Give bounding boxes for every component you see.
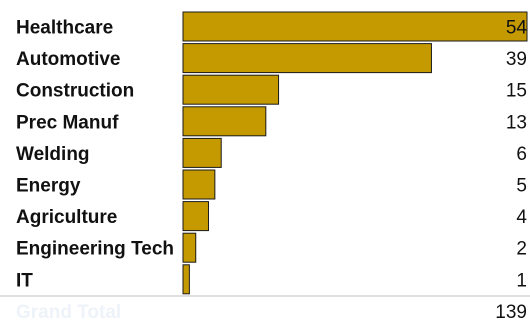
bar-it bbox=[182, 264, 190, 295]
value-label: 13 bbox=[506, 112, 527, 133]
category-label: Agriculture bbox=[16, 207, 117, 228]
category-label: Construction bbox=[16, 81, 134, 102]
value-label: 2 bbox=[516, 239, 527, 260]
value-label: 5 bbox=[516, 176, 527, 197]
bar-prec-manuf bbox=[182, 106, 267, 137]
category-label: Energy bbox=[16, 176, 81, 197]
value-label: 4 bbox=[516, 207, 527, 228]
category-label: IT bbox=[16, 270, 33, 291]
value-label: 54 bbox=[506, 18, 528, 39]
category-labels: Healthcare Automotive Construction Prec Man… bbox=[16, 18, 174, 292]
bar-energy bbox=[182, 169, 216, 200]
category-label: Automotive bbox=[16, 49, 121, 70]
value-label: 15 bbox=[506, 81, 527, 102]
bars-group bbox=[182, 11, 528, 295]
value-label: 6 bbox=[516, 144, 527, 165]
bar-construction bbox=[182, 74, 280, 105]
bar-engineering-tech bbox=[182, 232, 197, 263]
grand-total-label: Grand Total bbox=[16, 302, 121, 322]
category-label: Welding bbox=[16, 144, 90, 165]
bar-healthcare bbox=[182, 11, 528, 42]
value-label: 1 bbox=[516, 270, 527, 291]
category-label: Engineering Tech bbox=[16, 239, 174, 260]
bar-automotive bbox=[182, 43, 432, 74]
category-label: Prec Manuf bbox=[16, 112, 119, 133]
bar-welding bbox=[182, 137, 222, 168]
value-label: 39 bbox=[506, 49, 527, 70]
category-label: Healthcare bbox=[16, 18, 113, 39]
bar-agriculture bbox=[182, 201, 209, 232]
grand-total-value: 139 bbox=[495, 302, 527, 322]
